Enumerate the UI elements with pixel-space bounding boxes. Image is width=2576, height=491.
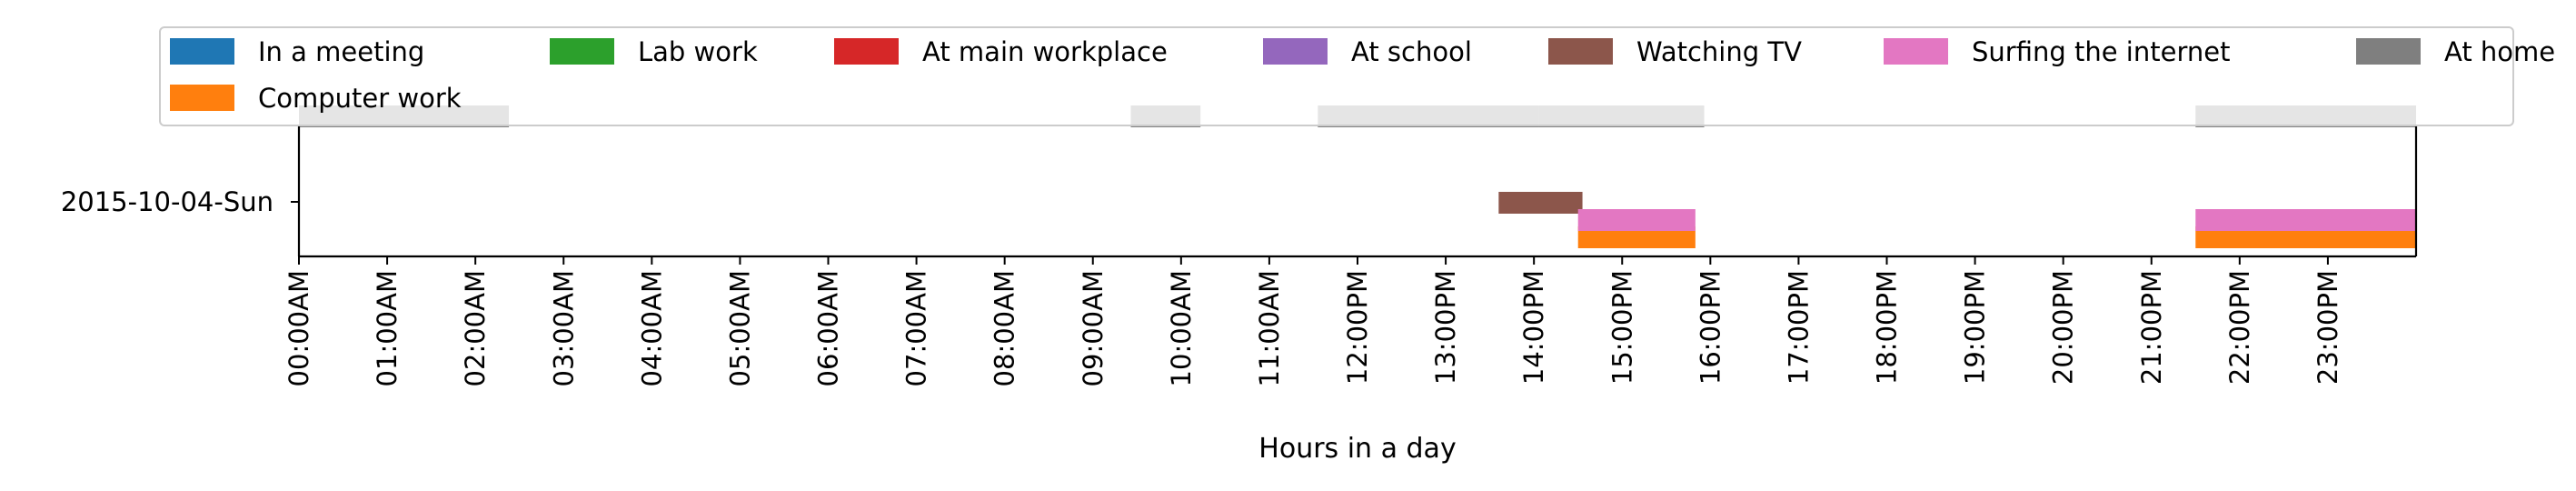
axes xyxy=(297,125,2418,258)
legend-swatch-surfing-the-internet xyxy=(1884,38,1948,65)
x-tick-label: 01:00AM xyxy=(372,270,403,386)
legend-label-lab-work: Lab work xyxy=(638,36,758,67)
legend-label-watching-tv: Watching TV xyxy=(1636,36,1802,67)
legend-swatch-lab-work xyxy=(550,38,614,65)
x-tick-label: 12:00PM xyxy=(1342,270,1373,385)
legend-label-in-a-meeting: In a meeting xyxy=(258,36,424,67)
legend-swatch-at-home xyxy=(2356,38,2421,65)
activity-bars xyxy=(299,105,2416,248)
legend: In a meeting Lab work At main workplace At … xyxy=(159,26,2555,126)
legend-label-at-home: At home xyxy=(2444,36,2555,67)
x-axis-ticks: 00:00AM 01:00AM 02:00AM 03:00AM 04:00AM 05:00… xyxy=(283,256,2343,386)
legend-swatch-in-a-meeting xyxy=(170,38,234,65)
x-tick-label: 20:00PM xyxy=(2048,270,2079,385)
x-tick-label: 04:00AM xyxy=(636,270,667,386)
legend-swatch-at-main-workplace xyxy=(834,38,899,65)
x-tick-label: 21:00PM xyxy=(2136,270,2167,385)
x-tick-label: 14:00PM xyxy=(1518,270,1549,385)
x-tick-label: 19:00PM xyxy=(1960,270,1991,385)
x-tick-label: 00:00AM xyxy=(283,270,314,386)
x-tick-label: 07:00AM xyxy=(901,270,932,386)
x-tick-label: 03:00AM xyxy=(548,270,579,386)
x-tick-label: 22:00PM xyxy=(2224,270,2255,385)
legend-label-surfing-the-internet: Surfing the internet xyxy=(1972,36,2230,67)
x-axis-label: Hours in a day xyxy=(1258,433,1456,465)
legend-swatch-at-school xyxy=(1263,38,1328,65)
legend-label-at-main-workplace: At main workplace xyxy=(922,36,1168,67)
x-tick-label: 02:00AM xyxy=(460,270,491,386)
x-tick-label: 16:00PM xyxy=(1695,270,1726,385)
x-tick-label: 17:00PM xyxy=(1783,270,1814,385)
y-axis-ticks: 2015-10-04-Sun xyxy=(61,186,299,217)
x-tick-label: 13:00PM xyxy=(1430,270,1461,385)
bar-surfing-the-internet-1 xyxy=(2195,209,2416,231)
bar-surfing-the-internet-0 xyxy=(1577,209,1696,231)
bar-watching-tv-0 xyxy=(1498,192,1583,214)
x-tick-label: 06:00AM xyxy=(813,270,844,386)
x-tick-label: 09:00AM xyxy=(1078,270,1109,386)
x-tick-label: 05:00AM xyxy=(724,270,755,386)
x-tick-label: 18:00PM xyxy=(1872,270,1903,385)
x-tick-label: 23:00PM xyxy=(2312,270,2343,385)
x-tick-label: 10:00AM xyxy=(1166,270,1197,386)
x-tick-label: 15:00PM xyxy=(1606,270,1637,385)
y-tick-label: 2015-10-04-Sun xyxy=(61,186,274,217)
x-tick-label: 08:00AM xyxy=(990,270,1020,386)
legend-swatch-computer-work xyxy=(170,85,234,111)
legend-label-at-school: At school xyxy=(1351,36,1472,67)
x-tick-label: 11:00AM xyxy=(1254,270,1285,386)
legend-label-computer-work: Computer work xyxy=(258,83,462,114)
legend-swatch-watching-tv xyxy=(1548,38,1613,65)
